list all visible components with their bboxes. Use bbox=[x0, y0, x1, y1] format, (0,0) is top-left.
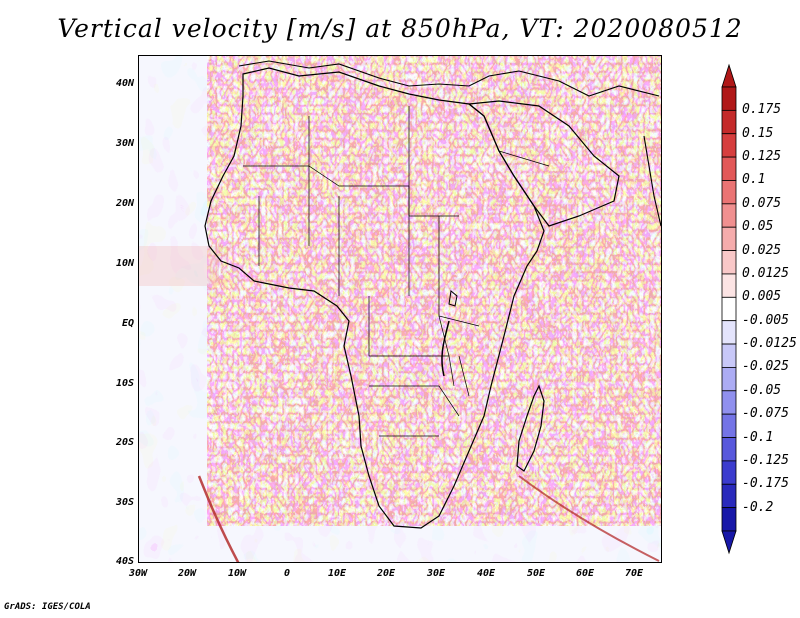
lon-label: 10E bbox=[327, 568, 347, 579]
lat-label: EQ bbox=[121, 318, 134, 329]
colorbar-segment bbox=[721, 226, 737, 251]
colorbar-segment bbox=[721, 273, 737, 298]
lat-label: 40N bbox=[115, 78, 134, 89]
colorbar-segment bbox=[721, 156, 737, 181]
lat-label: 20N bbox=[115, 198, 134, 209]
colorbar-tick-label: -0.2 bbox=[742, 499, 774, 515]
colorbar-segment bbox=[721, 320, 737, 345]
lon-label: 40E bbox=[476, 568, 496, 579]
colorbar-tick-label: 0.05 bbox=[742, 219, 774, 235]
lon-label: 30W bbox=[128, 568, 148, 579]
colorbar-segment bbox=[721, 86, 737, 111]
colorbar-segment bbox=[721, 437, 737, 462]
map-plot-area bbox=[138, 55, 662, 563]
colorbar-tick-label: 0.15 bbox=[742, 125, 774, 141]
colorbar-segment bbox=[721, 507, 737, 532]
lon-label: 70E bbox=[624, 568, 644, 579]
colorbar-tick-label: 0.175 bbox=[742, 102, 782, 118]
colorbar-tick-label: 0.075 bbox=[742, 195, 782, 211]
colorbar-segment bbox=[721, 483, 737, 509]
colorbar-segment bbox=[721, 367, 737, 392]
colorbar-top-arrow bbox=[721, 63, 737, 88]
colorbar-segment bbox=[721, 109, 737, 135]
lat-label: 30S bbox=[115, 497, 134, 508]
colorbar-segment bbox=[721, 180, 737, 205]
lat-label: 40S bbox=[115, 556, 134, 567]
colorbar-tick-label: -0.125 bbox=[742, 452, 789, 468]
india-coastline bbox=[643, 135, 661, 227]
colorbar-tick-label: -0.05 bbox=[742, 382, 782, 398]
colorbar-tick-label: 0.125 bbox=[742, 149, 782, 165]
madagascar-coastline bbox=[516, 384, 545, 472]
lon-label: 10W bbox=[227, 568, 247, 579]
colorbar-segment bbox=[721, 296, 737, 322]
colorbar-tick-label: -0.0125 bbox=[742, 336, 797, 352]
lat-label: 20S bbox=[115, 437, 134, 448]
lat-label: 30N bbox=[115, 138, 134, 149]
colorbar-tick-label: -0.075 bbox=[742, 406, 789, 422]
land-shading bbox=[207, 56, 661, 526]
colorbar-tick-label: -0.005 bbox=[742, 312, 789, 328]
country-borders bbox=[243, 106, 550, 437]
footer-credit: GrADS: IGES/COLA bbox=[4, 602, 91, 612]
lat-label: 10N bbox=[115, 258, 134, 269]
lon-label: 20W bbox=[177, 568, 197, 579]
velocity-field-map bbox=[139, 56, 661, 562]
colorbar-tick-label: 0.0125 bbox=[742, 265, 789, 281]
lon-label: 0 bbox=[283, 568, 291, 579]
colorbar-segment bbox=[721, 203, 737, 228]
colorbar-tick-label: 0.005 bbox=[742, 289, 782, 305]
colorbar-segment bbox=[721, 250, 737, 275]
colorbar-segment bbox=[721, 460, 737, 485]
colorbar-tick-label: -0.1 bbox=[742, 429, 774, 445]
lon-label: 60E bbox=[575, 568, 595, 579]
map-title: Vertical velocity [m/s] at 850hPa, VT: 2… bbox=[57, 14, 743, 43]
lon-label: 20E bbox=[376, 568, 396, 579]
colorbar-segment bbox=[721, 390, 737, 415]
lat-label: 10S bbox=[115, 378, 134, 389]
colorbar-segment bbox=[721, 413, 737, 438]
colorbar-segment bbox=[721, 133, 737, 158]
colorbar-bottom-arrow bbox=[721, 530, 737, 555]
colorbar-segment bbox=[721, 343, 737, 368]
arabia-coastline bbox=[467, 100, 620, 227]
colorbar-tick-label: -0.175 bbox=[742, 476, 789, 492]
colorbar-tick-label: 0.1 bbox=[742, 172, 766, 188]
europe-coastline bbox=[238, 60, 660, 97]
colorbar-tick-label: -0.025 bbox=[742, 359, 789, 375]
lon-label: 30E bbox=[426, 568, 446, 579]
colorbar-tick-label: 0.025 bbox=[742, 242, 782, 258]
lon-label: 50E bbox=[526, 568, 546, 579]
